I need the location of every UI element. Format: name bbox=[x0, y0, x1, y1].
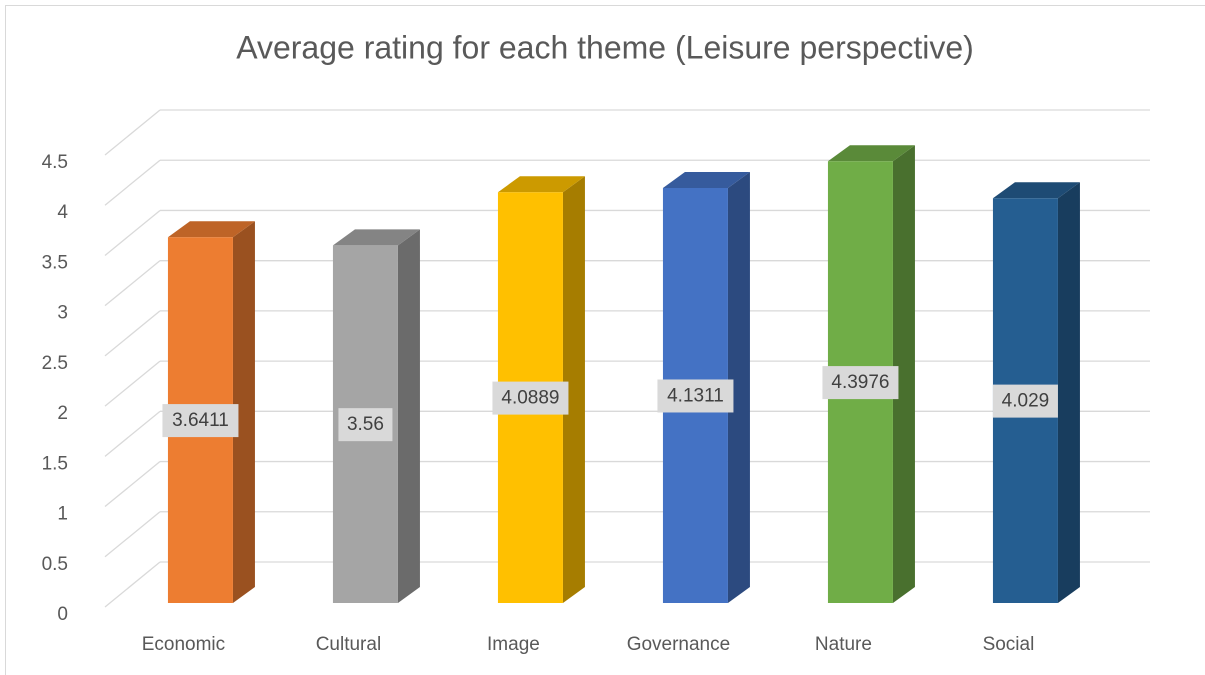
bar-side bbox=[1057, 182, 1080, 603]
data-label-box bbox=[657, 379, 734, 413]
y-tick-label: 2.5 bbox=[42, 353, 68, 374]
x-tick-label: Cultural bbox=[316, 634, 381, 655]
y-tick-label: 0 bbox=[57, 604, 68, 625]
y-tick-label: 2 bbox=[57, 403, 68, 424]
x-tick-label: Nature bbox=[815, 634, 872, 655]
y-tick-label: 3 bbox=[57, 303, 68, 324]
grid-line-side bbox=[104, 159, 161, 206]
grid-line-side bbox=[104, 561, 161, 608]
grid-line-side bbox=[104, 209, 161, 256]
y-tick-label: 1.5 bbox=[42, 453, 68, 474]
bar-side bbox=[562, 176, 585, 603]
grid-line-side bbox=[104, 310, 161, 357]
grid-line-side bbox=[104, 461, 161, 508]
bar-side bbox=[892, 145, 915, 603]
chart-title: Average rating for each theme (Leisure p… bbox=[236, 29, 974, 65]
data-label-box bbox=[492, 381, 569, 415]
bar-side bbox=[232, 221, 255, 603]
grid-line-side bbox=[104, 360, 161, 407]
y-tick-label: 1 bbox=[57, 504, 68, 525]
grid-line-side bbox=[104, 511, 161, 558]
data-label: 4.3976 bbox=[831, 372, 889, 393]
data-label: 3.56 bbox=[347, 414, 384, 435]
bar-top bbox=[827, 145, 915, 162]
data-label-box bbox=[338, 408, 393, 442]
data-label-box bbox=[822, 366, 899, 400]
data-label: 3.6411 bbox=[172, 410, 229, 431]
data-label: 4.0889 bbox=[501, 388, 559, 409]
grid-line-side bbox=[104, 109, 161, 156]
data-label-box bbox=[992, 384, 1058, 418]
bar-side bbox=[727, 172, 750, 603]
y-tick-label: 4.5 bbox=[42, 152, 68, 173]
bar-top bbox=[167, 221, 255, 238]
x-tick-label: Economic bbox=[142, 634, 225, 655]
grid-line-side bbox=[104, 410, 161, 457]
y-tick-label: 3.5 bbox=[42, 252, 68, 273]
bar-top bbox=[992, 182, 1080, 199]
bar-top bbox=[497, 176, 585, 193]
x-tick-label: Governance bbox=[627, 634, 731, 655]
bar-side bbox=[397, 229, 420, 603]
bar-top bbox=[662, 172, 750, 189]
x-tick-label: Social bbox=[983, 634, 1035, 655]
y-tick-label: 4 bbox=[57, 202, 68, 223]
data-label: 4.029 bbox=[1002, 391, 1050, 412]
data-label: 4.1311 bbox=[667, 385, 724, 406]
x-tick-label: Image bbox=[487, 634, 540, 655]
data-label-box bbox=[162, 404, 239, 438]
grid-line-side bbox=[104, 260, 161, 307]
y-tick-label: 0.5 bbox=[42, 554, 68, 575]
bar-top bbox=[332, 229, 420, 246]
